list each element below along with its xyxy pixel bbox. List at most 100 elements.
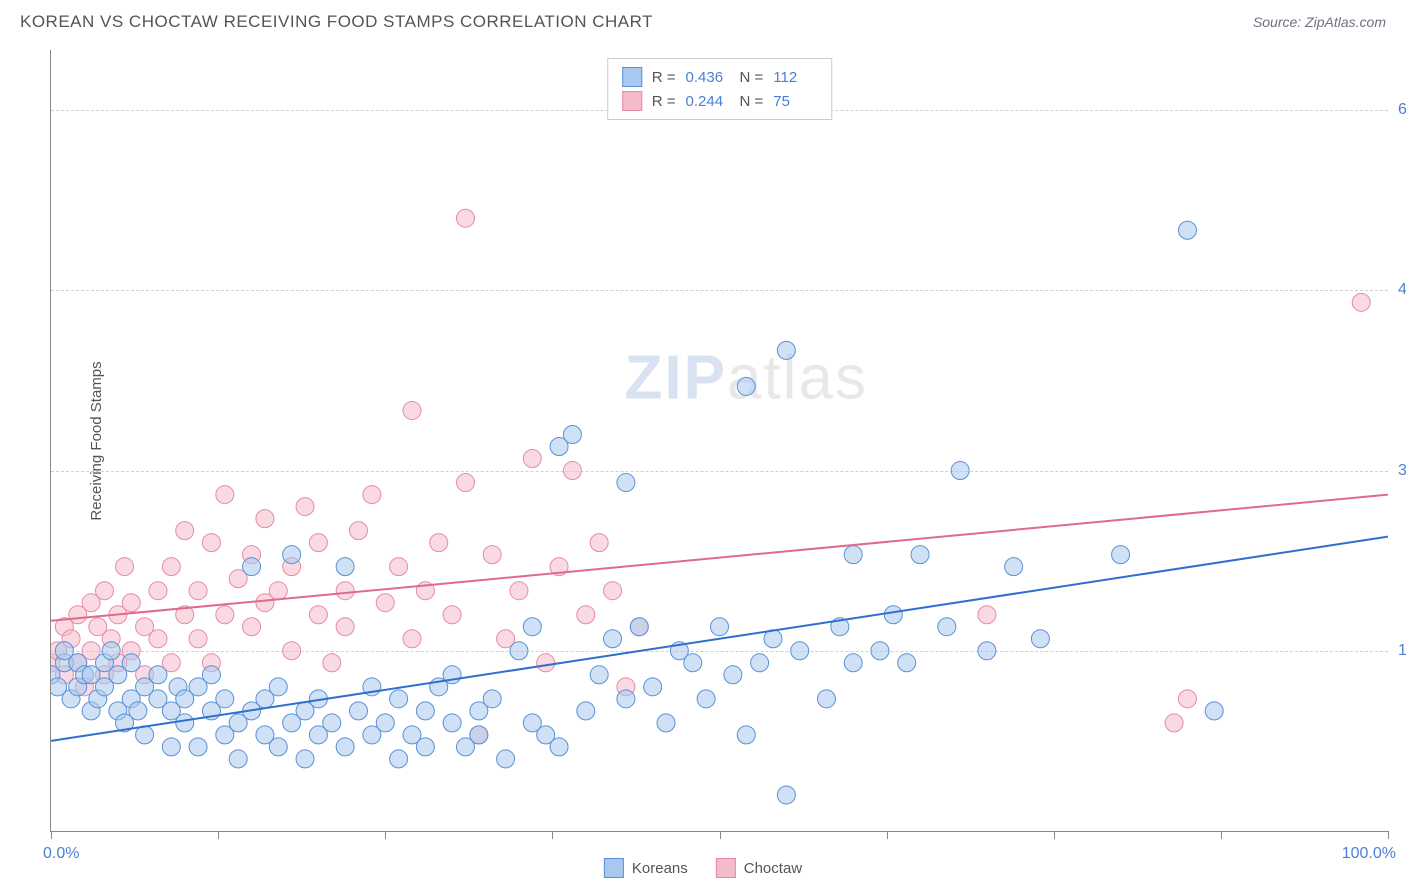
chart-plot-area: Receiving Food Stamps ZIPatlas R = 0.436… — [50, 50, 1388, 832]
data-point — [95, 582, 113, 600]
legend-label-koreans: Koreans — [632, 860, 688, 877]
y-tick-label: 30.0% — [1390, 462, 1406, 480]
data-point — [817, 690, 835, 708]
stat-n-label: N = — [740, 69, 764, 86]
data-point — [189, 582, 207, 600]
data-point — [202, 534, 220, 552]
data-point — [323, 654, 341, 672]
data-point — [911, 546, 929, 564]
data-point — [523, 450, 541, 468]
data-point — [951, 462, 969, 480]
data-point — [590, 666, 608, 684]
data-point — [978, 606, 996, 624]
data-point — [390, 558, 408, 576]
data-point — [777, 341, 795, 359]
data-point — [483, 690, 501, 708]
data-point — [563, 425, 581, 443]
data-point — [604, 630, 622, 648]
data-point — [296, 498, 314, 516]
data-point — [376, 714, 394, 732]
data-point — [390, 690, 408, 708]
data-point — [550, 738, 568, 756]
swatch-koreans — [622, 67, 642, 87]
stat-n-label: N = — [740, 93, 764, 110]
data-point — [978, 642, 996, 660]
data-point — [149, 582, 167, 600]
data-point — [791, 642, 809, 660]
y-tick-label: 15.0% — [1390, 642, 1406, 660]
data-point — [430, 534, 448, 552]
y-tick-label: 45.0% — [1390, 281, 1406, 299]
chart-header: KOREAN VS CHOCTAW RECEIVING FOOD STAMPS … — [0, 0, 1406, 40]
data-point — [617, 690, 635, 708]
stat-r-koreans: 0.436 — [686, 69, 730, 86]
data-point — [176, 714, 194, 732]
x-tick — [218, 831, 219, 839]
legend-stats: R = 0.436 N = 112 R = 0.244 N = 75 — [607, 58, 833, 120]
x-tick — [887, 831, 888, 839]
data-point — [844, 546, 862, 564]
data-point — [136, 726, 154, 744]
data-point — [470, 726, 488, 744]
data-point — [1178, 690, 1196, 708]
data-point — [938, 618, 956, 636]
data-point — [563, 462, 581, 480]
swatch-choctaw-bottom — [716, 858, 736, 878]
data-point — [243, 618, 261, 636]
data-point — [1112, 546, 1130, 564]
data-point — [269, 738, 287, 756]
x-tick — [1388, 831, 1389, 839]
data-point — [269, 582, 287, 600]
data-point — [590, 534, 608, 552]
data-point — [216, 690, 234, 708]
data-point — [309, 606, 327, 624]
data-point — [617, 474, 635, 492]
data-point — [336, 618, 354, 636]
legend-row-koreans: R = 0.436 N = 112 — [622, 65, 818, 89]
data-point — [336, 582, 354, 600]
data-point — [497, 750, 515, 768]
data-point — [403, 630, 421, 648]
legend-row-choctaw: R = 0.244 N = 75 — [622, 89, 818, 113]
data-point — [510, 582, 528, 600]
stat-n-choctaw: 75 — [773, 93, 817, 110]
data-point — [1031, 630, 1049, 648]
data-point — [416, 738, 434, 756]
data-point — [162, 738, 180, 756]
data-point — [523, 618, 541, 636]
data-point — [416, 702, 434, 720]
data-point — [483, 546, 501, 564]
data-point — [256, 510, 274, 528]
data-point — [350, 522, 368, 540]
legend-series: Koreans Choctaw — [604, 858, 802, 878]
data-point — [149, 666, 167, 684]
data-point — [577, 702, 595, 720]
data-point — [116, 558, 134, 576]
x-tick — [1221, 831, 1222, 839]
data-point — [323, 714, 341, 732]
y-tick-label: 60.0% — [1390, 101, 1406, 119]
data-point — [129, 702, 147, 720]
data-point — [456, 474, 474, 492]
data-point — [390, 750, 408, 768]
data-point — [777, 786, 795, 804]
data-point — [243, 558, 261, 576]
data-point — [456, 209, 474, 227]
data-point — [122, 594, 140, 612]
data-point — [189, 630, 207, 648]
swatch-koreans-bottom — [604, 858, 624, 878]
x-tick — [720, 831, 721, 839]
x-tick — [552, 831, 553, 839]
data-point — [403, 401, 421, 419]
data-point — [336, 738, 354, 756]
data-point — [176, 522, 194, 540]
data-point — [202, 666, 220, 684]
x-tick — [1054, 831, 1055, 839]
chart-title: KOREAN VS CHOCTAW RECEIVING FOOD STAMPS … — [20, 12, 653, 32]
data-point — [1352, 293, 1370, 311]
data-point — [122, 654, 140, 672]
data-point — [751, 654, 769, 672]
legend-item-choctaw: Choctaw — [716, 858, 802, 878]
data-point — [216, 606, 234, 624]
data-point — [644, 678, 662, 696]
